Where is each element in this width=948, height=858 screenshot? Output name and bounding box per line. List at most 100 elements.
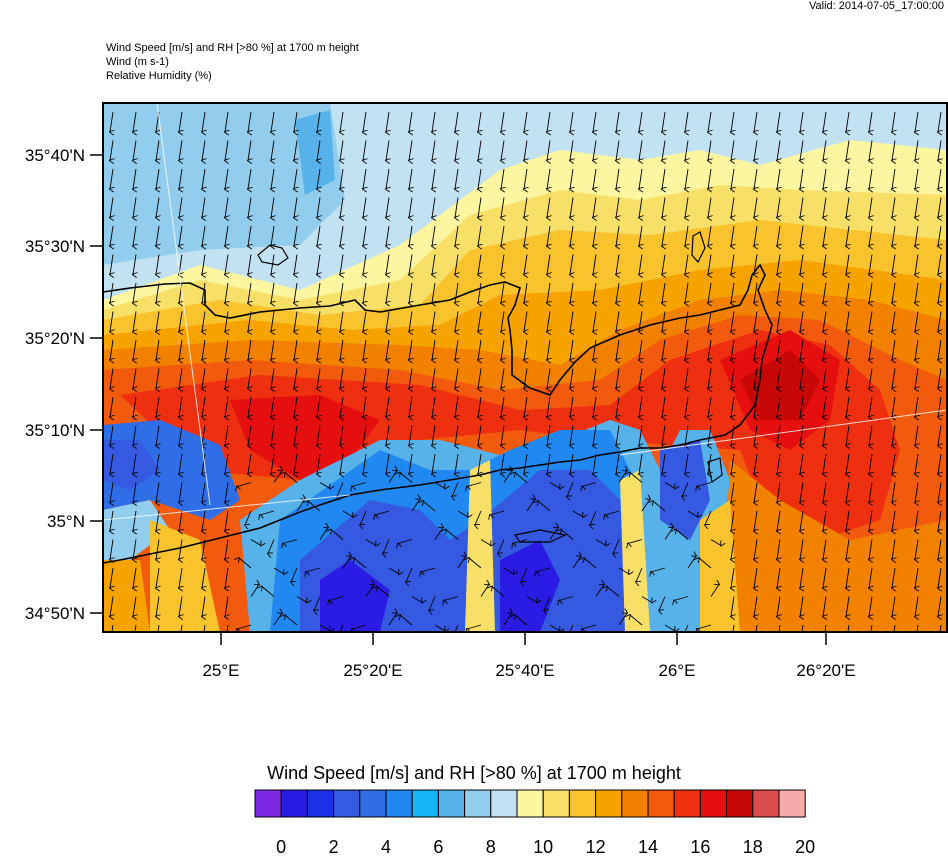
wind-arrow (846, 168, 849, 189)
wind-arrow (800, 396, 803, 417)
wind-arrow (662, 111, 665, 132)
wind-arrow (225, 368, 228, 389)
header-line-3: Relative Humidity (%) (106, 70, 212, 82)
wind-arrow (225, 567, 228, 588)
wind-arrow (915, 225, 918, 246)
wind-arrow (110, 596, 113, 617)
wind-arrow (110, 396, 113, 417)
wind-arrow (239, 558, 252, 569)
wind-arrow (938, 510, 941, 531)
wind-arrow (406, 567, 413, 582)
wind-arrow (846, 339, 849, 360)
wind-arrow (317, 168, 320, 189)
wind-arrow (616, 282, 619, 303)
wind-arrow (271, 168, 274, 189)
wind-arrow (337, 482, 344, 497)
wind-arrow (869, 225, 872, 246)
lon-labels: 25°E 25°20'E 25°40'E 26°E 26°20'E (202, 661, 855, 680)
wind-arrow (133, 111, 136, 132)
wind-arrow (203, 624, 206, 632)
wind-arrow (156, 282, 159, 303)
wind-arrow (156, 311, 159, 332)
wind-arrow (800, 254, 803, 275)
wind-arrow (363, 168, 366, 189)
wind-arrow (294, 368, 297, 389)
wind-arrow (179, 140, 182, 161)
wind-arrow (248, 453, 251, 474)
wind-arrow (455, 140, 458, 161)
wind-arrow (892, 225, 895, 246)
wind-arrow (754, 140, 757, 161)
wind-arrow (893, 624, 896, 632)
wind-arrow (823, 197, 826, 218)
wind-arrow (869, 368, 872, 389)
wind-arrow (524, 168, 527, 189)
wind-arrow (567, 482, 574, 497)
wind-arrow (754, 596, 757, 617)
wind-arrow (892, 311, 895, 332)
wind-arrow (630, 473, 643, 483)
wind-arrow (547, 311, 550, 332)
colorbar-tick-label: 16 (690, 837, 711, 857)
wind-arrow (455, 453, 458, 474)
wind-arrow (111, 624, 114, 632)
wind-arrow (846, 140, 849, 161)
wind-arrow (225, 596, 228, 617)
wind-arrow (179, 425, 182, 446)
wind-arrow (653, 501, 666, 512)
wind-arrow (524, 225, 527, 246)
wind-arrow (939, 624, 942, 632)
island-dia (257, 244, 289, 266)
wind-arrow (659, 596, 666, 611)
colorbar-swatch (752, 789, 780, 818)
wind-arrow (639, 425, 642, 446)
wind-arrow (478, 368, 481, 389)
wind-arrow (225, 197, 228, 218)
wind-arrow (202, 111, 205, 132)
wind-arrow (616, 311, 619, 332)
wind-arrow (202, 254, 205, 275)
wind-arrow (271, 140, 274, 161)
wind-arrow (570, 453, 573, 474)
wind-arrow (524, 140, 527, 161)
wind-arrow (755, 624, 758, 632)
field-layer (103, 103, 947, 632)
wind-arrow (915, 396, 918, 417)
wind-arrow (800, 225, 803, 246)
wind-arrow (386, 197, 389, 218)
wind-arrow (524, 453, 527, 474)
wind-arrow (561, 530, 574, 540)
colorbar-swatch (673, 789, 701, 818)
wind-arrow (271, 425, 274, 446)
wind-arrow (705, 510, 712, 525)
field-band-darkred-east (740, 350, 820, 420)
wind-arrow (515, 473, 528, 483)
wind-arrow (662, 396, 665, 417)
wind-arrow (754, 311, 757, 332)
wind-arrow (202, 596, 205, 617)
wind-arrow (110, 368, 113, 389)
wind-arrow (685, 368, 688, 389)
wind-arrow (570, 339, 573, 360)
wind-arrow (547, 225, 550, 246)
wind-arrow (352, 624, 367, 629)
wind-arrow (616, 140, 619, 161)
wind-arrow (294, 254, 297, 275)
colorbar-swatch (280, 789, 308, 818)
wind-arrow (869, 282, 872, 303)
graticule-1 (156, 103, 211, 506)
wind-arrow (386, 311, 389, 332)
wind-arrow (524, 282, 527, 303)
wind-arrow (248, 368, 251, 389)
wind-arrow (938, 311, 941, 332)
wind-arrow (363, 311, 366, 332)
wind-arrow (501, 311, 504, 332)
wind-arrow (452, 482, 459, 497)
wind-arrow (915, 197, 918, 218)
wind-arrow (777, 311, 780, 332)
wind-arrow (708, 111, 711, 132)
wind-arrow (110, 111, 113, 132)
wind-arrow (133, 282, 136, 303)
wind-arrow (846, 311, 849, 332)
valid-time-label: Valid: 2014-07-05_17:00:00 (809, 0, 944, 12)
